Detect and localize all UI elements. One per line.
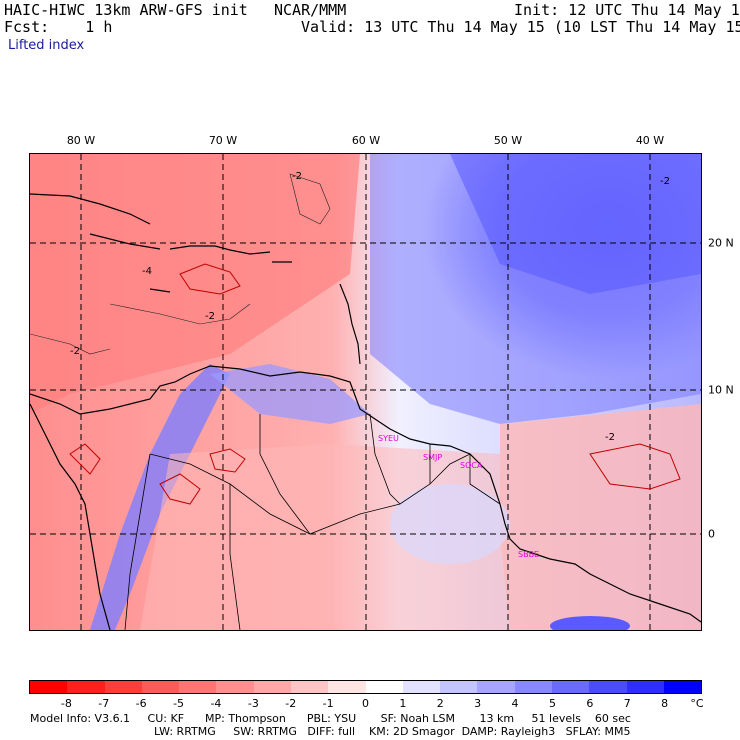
colorbar-swatch bbox=[290, 681, 329, 693]
contour-label: -4 bbox=[142, 266, 152, 277]
colorbar-swatch bbox=[514, 681, 552, 693]
model-physics: LW: RRTMG SW: RRTMG DIFF: full KM: 2D Sm… bbox=[154, 725, 631, 738]
station-sbbe: SBBE bbox=[518, 550, 539, 559]
contour-label: -2 bbox=[605, 432, 615, 443]
colorbar-swatch bbox=[589, 681, 627, 693]
colorbar-swatch bbox=[365, 681, 403, 693]
colorbar-swatch bbox=[104, 681, 142, 693]
station-syeu: SYEU bbox=[378, 434, 399, 443]
colorbar-swatch bbox=[67, 681, 105, 693]
colorbar-tick-label: -7 bbox=[98, 697, 110, 710]
map-canvas: -2 -2 -2 -2 -4 -2 SYEU SMJP SOCA SBBE bbox=[29, 154, 702, 636]
valid-time: Valid: 13 UTC Thu 14 May 15 (10 LST Thu … bbox=[301, 18, 740, 36]
colorbar-tick-label: 2 bbox=[436, 697, 444, 710]
field-name: Lifted index bbox=[8, 38, 85, 53]
colorbar-tick-label: -8 bbox=[60, 697, 72, 710]
colorbar-swatch bbox=[216, 681, 254, 693]
init-time: Init: 12 UTC Thu 14 May 15 bbox=[514, 1, 740, 19]
colorbar-swatch bbox=[30, 681, 68, 693]
colorbar-swatch bbox=[253, 681, 291, 693]
colorbar-tick-label: -5 bbox=[173, 697, 185, 710]
colorbar-tick-label: -6 bbox=[135, 697, 147, 710]
colorbar-swatch bbox=[179, 681, 217, 693]
colorbar-tick-label: 6 bbox=[586, 697, 594, 710]
colorbar-tick-label: -3 bbox=[247, 697, 259, 710]
lat-label-10n: 10 N bbox=[708, 383, 734, 397]
lon-label-80w: 80 W bbox=[66, 134, 96, 147]
colorbar-tick-label: -2 bbox=[285, 697, 297, 710]
contour-label: -2 bbox=[292, 171, 302, 182]
colorbar-swatch bbox=[626, 681, 664, 693]
lifted-index-map: -2 -2 -2 -2 -4 -2 SYEU SMJP SOCA SBBE bbox=[29, 153, 702, 636]
colorbar-tick-label: 8 bbox=[661, 697, 669, 710]
forecast-hour: Fcst: 1 h bbox=[4, 18, 113, 36]
lon-label-70w: 70 W bbox=[208, 134, 238, 147]
colorbar-tick-label: 5 bbox=[548, 697, 556, 710]
colorbar-unit: °C bbox=[690, 697, 704, 710]
lat-label-20n: 20 N bbox=[708, 236, 734, 250]
model-title: HAIC-HIWC 13km ARW-GFS init bbox=[4, 1, 248, 19]
contour-label: -2 bbox=[70, 346, 80, 357]
contour-label: -2 bbox=[205, 311, 215, 322]
colorbar-swatch bbox=[440, 681, 478, 693]
colorbar-swatch bbox=[663, 681, 702, 693]
colorbar-tick-label: 0 bbox=[362, 697, 369, 710]
colorbar-swatch bbox=[477, 681, 515, 693]
model-info: Model Info: V3.6.1 CU: KF MP: Thompson P… bbox=[30, 712, 631, 725]
colorbar-swatch bbox=[551, 681, 590, 693]
colorbar-tick-label: 1 bbox=[399, 697, 407, 710]
colorbar-tick-label: -4 bbox=[210, 697, 222, 710]
lon-label-60w: 60 W bbox=[351, 134, 381, 147]
lon-label-40w: 40 W bbox=[635, 134, 665, 147]
lon-label-50w: 50 W bbox=[493, 134, 523, 147]
colorbar-swatch bbox=[141, 681, 180, 693]
colorbar-tick-label: 3 bbox=[474, 697, 482, 710]
colorbar-tick-label: -1 bbox=[322, 697, 334, 710]
lat-label-0: 0 bbox=[708, 527, 715, 541]
colorbar-swatch bbox=[328, 681, 366, 693]
colorbar bbox=[29, 680, 702, 694]
contour-label: -2 bbox=[660, 176, 670, 187]
colorbar-tick-label: 4 bbox=[511, 697, 519, 710]
station-smjp: SMJP bbox=[423, 453, 442, 462]
org-label: NCAR/MMM bbox=[274, 1, 347, 19]
colorbar-swatch bbox=[402, 681, 441, 693]
colorbar-tick-label: 7 bbox=[623, 697, 631, 710]
station-soca: SOCA bbox=[460, 461, 483, 470]
